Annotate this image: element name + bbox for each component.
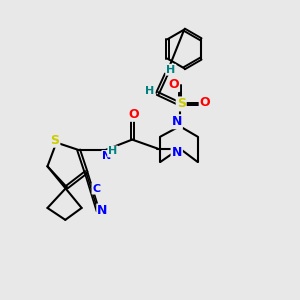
- Text: S: S: [177, 98, 186, 110]
- Text: N: N: [102, 151, 112, 161]
- Text: H: H: [146, 85, 154, 96]
- Text: H: H: [166, 65, 176, 75]
- Text: N: N: [172, 115, 182, 128]
- Text: S: S: [50, 134, 59, 147]
- Text: H: H: [108, 146, 118, 157]
- Text: C: C: [92, 184, 101, 194]
- Text: O: O: [169, 78, 179, 91]
- Text: N: N: [172, 146, 182, 160]
- Text: O: O: [128, 108, 139, 121]
- Text: O: O: [200, 96, 210, 109]
- Text: N: N: [97, 204, 108, 218]
